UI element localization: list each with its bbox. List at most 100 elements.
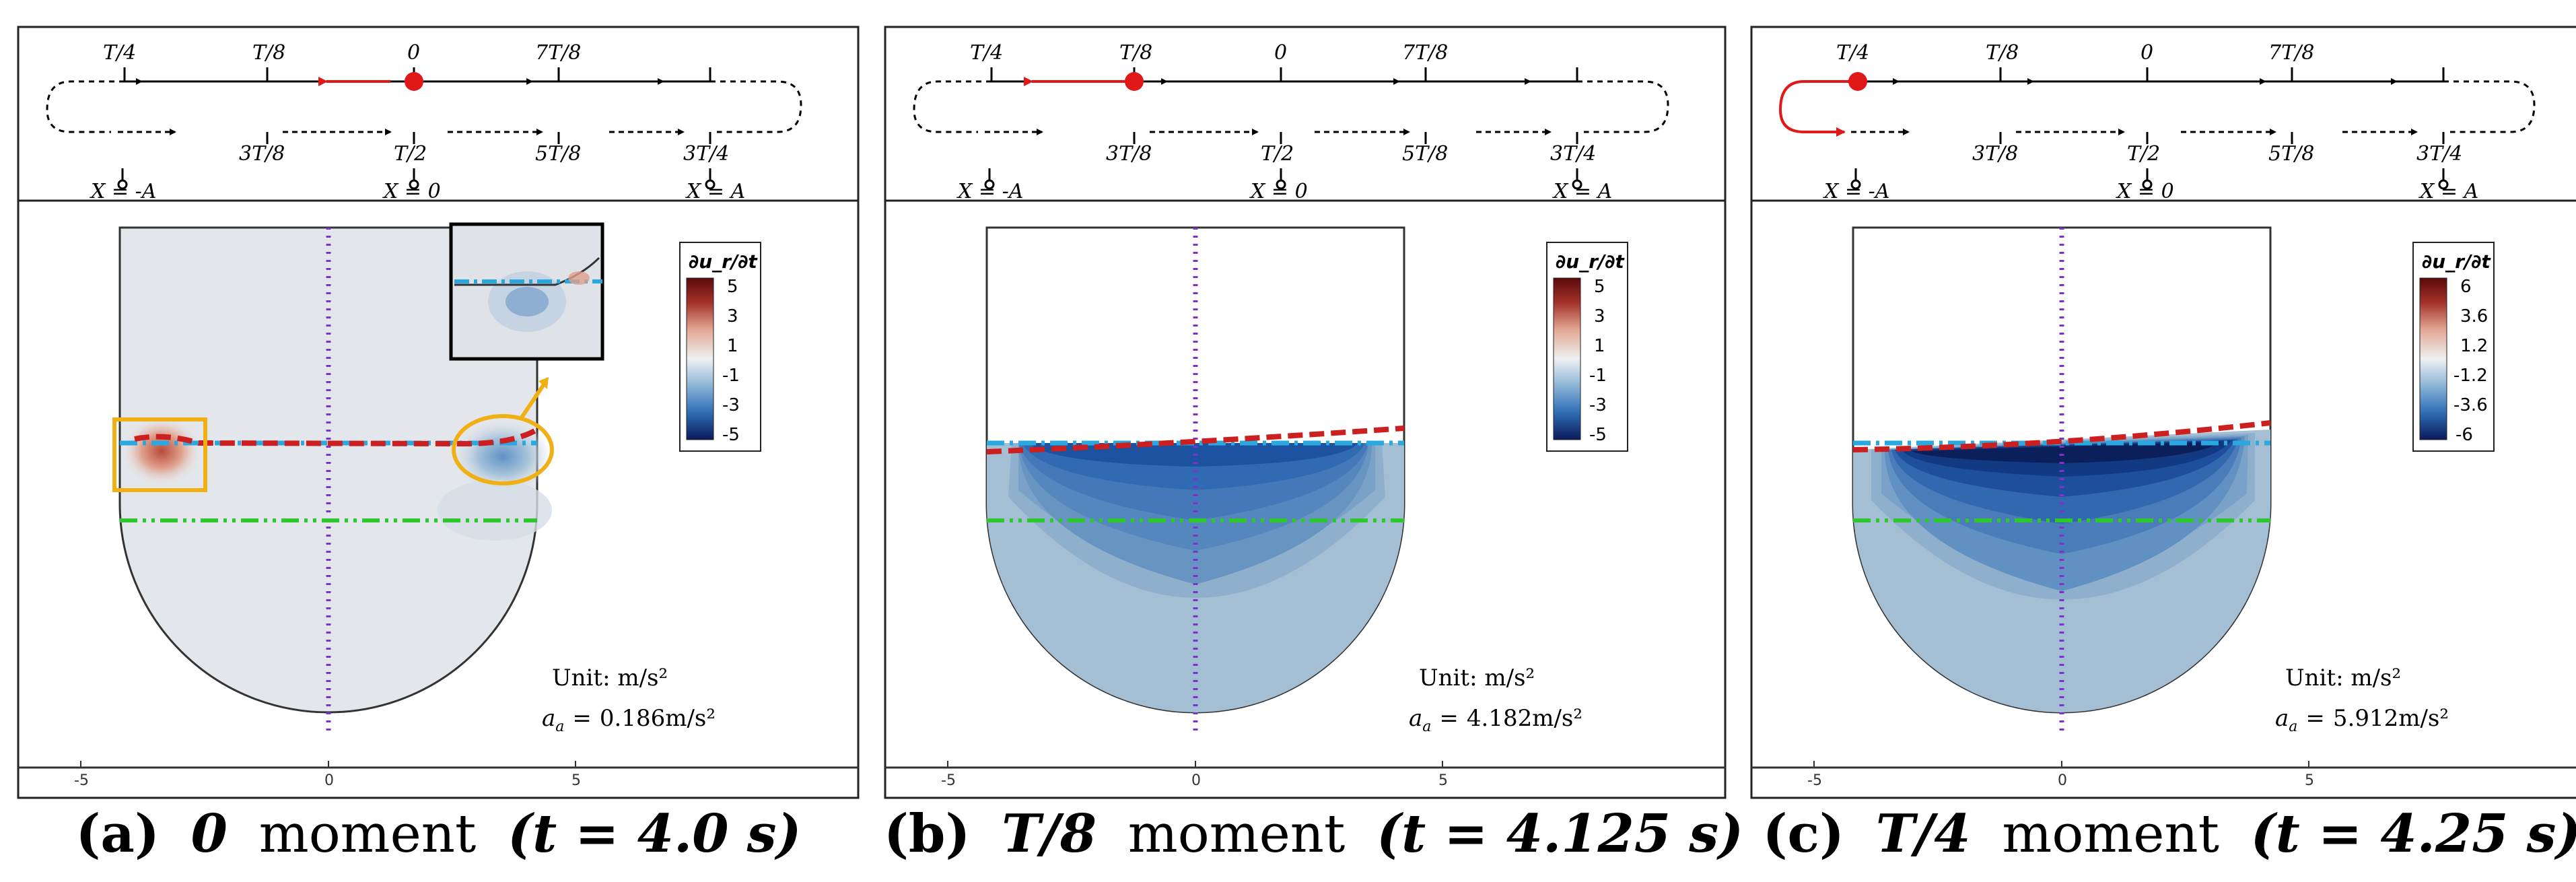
label-bottom-3: 5T/8 xyxy=(535,142,581,166)
caption-b: (b) T/8 moment (t = 4.125 s) xyxy=(884,803,1744,864)
label-bottom-1: 3T/8 xyxy=(1106,142,1152,166)
axis-tick-label: 5 xyxy=(2305,772,2314,789)
axis-tick-label: 0 xyxy=(2058,772,2067,789)
axis-tick-label: 0 xyxy=(1191,772,1201,789)
label-top-3: 0 xyxy=(2140,41,2153,65)
aa-label: aa = 0.186m/s² xyxy=(542,705,716,735)
x-axis: -5 0 5 xyxy=(18,761,858,789)
label-top-3: 0 xyxy=(407,41,420,65)
x-axis: -5 0 5 xyxy=(1751,761,2576,789)
colorbar-legend: ∂u_r/∂t 5 3 1 -1 -3 -5 xyxy=(679,242,761,452)
position-label-3: X = A xyxy=(1552,180,1612,203)
position-label-2: X = 0 xyxy=(2116,180,2174,203)
label-top-3: 0 xyxy=(1274,41,1287,65)
panel-b-figure: T/4 T/8 0 7T/8 3T/8 T/2 5T/8 3T/4 X = -A… xyxy=(884,26,1727,799)
position-label-1: X = -A xyxy=(1823,180,1889,203)
aa-label: aa = 4.182m/s² xyxy=(1409,705,1582,735)
label-bottom-4: 3T/4 xyxy=(1550,142,1596,166)
legend-tick: 1 xyxy=(727,336,738,356)
label-top-1: T/4 xyxy=(970,41,1003,65)
legend-tick: -6 xyxy=(2456,425,2473,445)
zoom-inset xyxy=(449,222,604,361)
unit-label: Unit: m/s² xyxy=(1419,665,1535,691)
position-label-1: X = -A xyxy=(956,180,1023,203)
label-top-4: 7T/8 xyxy=(535,41,581,65)
motion-schematic: T/4 T/8 0 7T/8 3T/8 T/2 5T/8 3T/4 X = -A… xyxy=(46,41,802,203)
panel-c-figure: T/4 T/8 0 7T/8 3T/8 T/2 5T/8 3T/4 X = -A… xyxy=(1750,26,2576,799)
label-top-2: T/8 xyxy=(1119,41,1152,65)
colorbar-legend: ∂u_r/∂t 5 3 1 -1 -3 -5 xyxy=(1546,242,1628,452)
panel-c: T/4 T/8 0 7T/8 3T/8 T/2 5T/8 3T/4 X = -A… xyxy=(1750,26,2576,864)
label-top-2: T/8 xyxy=(252,41,285,65)
legend-tick: -1 xyxy=(722,366,740,386)
legend-tick: 3.6 xyxy=(2460,306,2488,327)
label-bottom-4: 3T/4 xyxy=(683,142,729,166)
axis-tick-label: -5 xyxy=(1807,772,1822,789)
label-bottom-2: T/2 xyxy=(2127,142,2160,166)
position-label-2: X = 0 xyxy=(382,180,441,203)
panel-a-figure: T/4 T/8 0 7T/8 3T/8 T/2 5T/8 3T/4 X = -A… xyxy=(17,26,860,799)
aa-value: 4.182m/s² xyxy=(1467,705,1582,732)
axis-tick-label: 0 xyxy=(324,772,334,789)
legend-title: ∂u_r/∂t xyxy=(1556,250,1625,273)
aa-value: 0.186m/s² xyxy=(600,705,716,732)
label-top-2: T/8 xyxy=(1986,41,2019,65)
unit-label: Unit: m/s² xyxy=(552,665,668,691)
legend-title: ∂u_r/∂t xyxy=(2422,250,2491,273)
label-top-1: T/4 xyxy=(1836,41,1869,65)
axis-tick-label: -5 xyxy=(74,772,89,789)
tank-contour xyxy=(112,222,604,733)
zoom-circle-right xyxy=(452,414,554,485)
pendulum-position-marker xyxy=(1848,72,1867,91)
tank-outline xyxy=(118,226,538,714)
legend-tick: -1.2 xyxy=(2453,366,2488,386)
position-label-3: X = A xyxy=(2418,180,2478,203)
legend-tick: -1 xyxy=(1589,366,1607,386)
tank-contour xyxy=(985,226,1405,733)
axis-tick-label: -5 xyxy=(941,772,956,789)
label-top-1: T/4 xyxy=(103,41,136,65)
legend-tick: 1 xyxy=(1594,336,1605,356)
legend-tick: -5 xyxy=(1589,425,1607,445)
legend-tick: 1.2 xyxy=(2460,336,2488,356)
label-bottom-3: 5T/8 xyxy=(1402,142,1448,166)
legend-tick: -3 xyxy=(1589,395,1607,415)
axis-tick-label: 5 xyxy=(571,772,581,789)
contour-negative-region xyxy=(452,419,553,494)
label-bottom-4: 3T/4 xyxy=(2416,142,2462,166)
label-bottom-1: 3T/8 xyxy=(239,142,285,166)
label-bottom-3: 5T/8 xyxy=(2268,142,2314,166)
legend-tick: 5 xyxy=(727,277,738,297)
caption-a: (a) 0 moment (t = 4.0 s) xyxy=(75,803,802,864)
legend-tick: 6 xyxy=(2460,277,2472,297)
position-label-2: X = 0 xyxy=(1249,180,1308,203)
contour-positive-region xyxy=(121,416,202,486)
position-label-3: X = A xyxy=(685,180,745,203)
unit-label: Unit: m/s² xyxy=(2285,665,2401,691)
legend-tick: -5 xyxy=(722,425,740,445)
free-surface xyxy=(134,427,539,447)
aa-value: 5.912m/s² xyxy=(2333,705,2449,732)
label-top-4: 7T/8 xyxy=(1402,41,1448,65)
axis-tick-label: 5 xyxy=(1438,772,1448,789)
motion-schematic: T/4 T/8 0 7T/8 3T/8 T/2 5T/8 3T/4 X = -A… xyxy=(913,41,1669,203)
label-bottom-2: T/2 xyxy=(1261,142,1294,166)
legend-tick: 5 xyxy=(1594,277,1605,297)
pendulum-position-marker xyxy=(1125,72,1144,91)
label-bottom-2: T/2 xyxy=(394,142,427,166)
legend-title: ∂u_r/∂t xyxy=(689,250,758,273)
panel-b: T/4 T/8 0 7T/8 3T/8 T/2 5T/8 3T/4 X = -A… xyxy=(884,26,1744,864)
motion-schematic: T/4 T/8 0 7T/8 3T/8 T/2 5T/8 3T/4 X = -A… xyxy=(1778,41,2536,203)
pendulum-position-marker xyxy=(405,72,423,91)
zoom-box-left xyxy=(112,417,207,492)
aa-label: aa = 5.912m/s² xyxy=(2275,705,2449,735)
colorbar-legend: ∂u_r/∂t 6 3.6 1.2 -1.2 -3.6 -6 xyxy=(2412,242,2495,452)
legend-tick: -3.6 xyxy=(2453,395,2488,415)
x-axis: -5 0 5 xyxy=(885,761,1725,789)
panel-a: T/4 T/8 0 7T/8 3T/8 T/2 5T/8 3T/4 X = -A… xyxy=(17,26,860,864)
position-label-1: X = -A xyxy=(90,180,156,203)
legend-tick: 3 xyxy=(1594,306,1605,327)
legend-tick: 3 xyxy=(727,306,738,327)
label-top-4: 7T/8 xyxy=(2268,41,2314,65)
caption-c: (c) T/4 moment (t = 4.25 s) xyxy=(1762,803,2576,864)
